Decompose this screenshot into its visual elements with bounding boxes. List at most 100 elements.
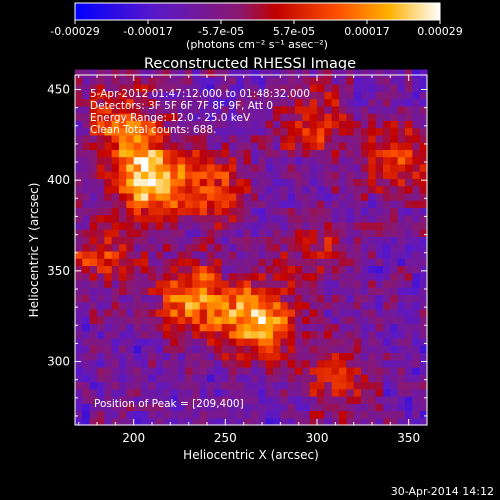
heatmap-cell	[155, 120, 164, 129]
heatmap-cell	[148, 395, 157, 404]
heatmap-cell	[353, 381, 362, 390]
heatmap-cell	[251, 214, 259, 223]
heatmap-cell	[251, 308, 259, 317]
heatmap-cell	[265, 192, 274, 201]
heatmap-cell	[324, 84, 333, 92]
heatmap-cell	[309, 279, 318, 288]
heatmap-cell	[207, 330, 215, 339]
heatmap-cell	[177, 200, 186, 208]
heatmap-cell	[141, 287, 149, 296]
heatmap-cell	[170, 134, 179, 143]
heatmap-cell	[177, 76, 186, 85]
heatmap-cell	[287, 337, 296, 346]
heatmap-cell	[133, 229, 142, 237]
heatmap-cell	[243, 417, 252, 426]
heatmap-cell	[412, 142, 421, 150]
heatmap-cell	[214, 265, 223, 274]
heatmap-cell	[295, 265, 303, 274]
heatmap-cell	[383, 142, 391, 150]
heatmap-cell	[170, 308, 179, 317]
heatmap-cell	[75, 84, 83, 92]
heatmap-cell	[265, 272, 274, 281]
heatmap-cell	[199, 120, 208, 129]
heatmap-cell	[383, 345, 391, 354]
heatmap-cell	[375, 258, 384, 267]
heatmap-cell	[236, 113, 245, 121]
heatmap-cell	[192, 120, 201, 129]
heatmap-cell	[397, 308, 406, 317]
heatmap-cell	[97, 98, 105, 107]
heatmap-cell	[302, 127, 311, 136]
heatmap-cell	[133, 134, 142, 143]
heatmap-cell	[405, 243, 413, 252]
heatmap-cell	[243, 272, 252, 281]
heatmap-cell	[89, 120, 98, 129]
heatmap-cell	[141, 236, 149, 245]
heatmap-cell	[199, 388, 208, 397]
heatmap-cell	[324, 272, 333, 281]
heatmap-cell	[258, 229, 267, 237]
heatmap-cell	[419, 352, 428, 361]
heatmap-cell	[280, 323, 289, 332]
heatmap-cell	[214, 105, 223, 114]
heatmap-cell	[243, 337, 252, 346]
heatmap-cell	[361, 301, 369, 310]
heatmap-cell	[236, 163, 245, 172]
heatmap-cell	[302, 171, 311, 179]
heatmap-cell	[141, 229, 149, 237]
heatmap-cell	[89, 374, 98, 383]
heatmap-cell	[126, 149, 135, 158]
heatmap-cell	[243, 410, 252, 419]
heatmap-cell	[412, 258, 421, 267]
heatmap-cell	[287, 410, 296, 419]
heatmap-cell	[273, 120, 281, 129]
heatmap-cell	[141, 417, 149, 426]
heatmap-cell	[346, 265, 355, 274]
heatmap-cell	[229, 388, 237, 397]
heatmap-cell	[324, 200, 333, 208]
heatmap-cell	[185, 192, 193, 201]
heatmap-cell	[243, 91, 252, 100]
heatmap-cell	[258, 323, 267, 332]
heatmap-cell	[170, 316, 179, 325]
heatmap-cell	[126, 214, 135, 223]
heatmap-cell	[141, 149, 149, 158]
heatmap-cell	[141, 294, 149, 303]
heatmap-cell	[324, 214, 333, 223]
heatmap-cell	[346, 395, 355, 404]
heatmap-cell	[353, 330, 362, 339]
heatmap-cell	[236, 294, 245, 303]
heatmap-cell	[163, 410, 171, 419]
heatmap-cell	[155, 308, 164, 317]
heatmap-cell	[302, 221, 311, 230]
heatmap-cell	[412, 236, 421, 245]
heatmap-cell	[192, 149, 201, 158]
heatmap-cell	[287, 308, 296, 317]
heatmap-cell	[177, 417, 186, 426]
heatmap-cell	[258, 171, 267, 179]
heatmap-cell	[75, 98, 83, 107]
heatmap-cell	[339, 84, 347, 92]
heatmap-cell	[155, 374, 164, 383]
heatmap-cell	[199, 287, 208, 296]
heatmap-cell	[339, 142, 347, 150]
heatmap-cell	[317, 294, 325, 303]
heatmap-cell	[331, 134, 340, 143]
heatmap-cell	[280, 410, 289, 419]
heatmap-cell	[295, 403, 303, 412]
heatmap-cell	[258, 316, 267, 325]
heatmap-cell	[155, 410, 164, 419]
heatmap-cell	[302, 374, 311, 383]
heatmap-cell	[192, 301, 201, 310]
x-tick-label: 250	[214, 431, 237, 445]
heatmap-cell	[119, 207, 127, 216]
heatmap-cell	[170, 417, 179, 426]
heatmap-cell	[419, 410, 428, 419]
heatmap-cell	[177, 163, 186, 172]
heatmap-cell	[287, 214, 296, 223]
heatmap-cell	[207, 272, 215, 281]
heatmap-cell	[397, 287, 406, 296]
heatmap-cell	[280, 265, 289, 274]
heatmap-cell	[75, 301, 83, 310]
heatmap-cell	[287, 200, 296, 208]
